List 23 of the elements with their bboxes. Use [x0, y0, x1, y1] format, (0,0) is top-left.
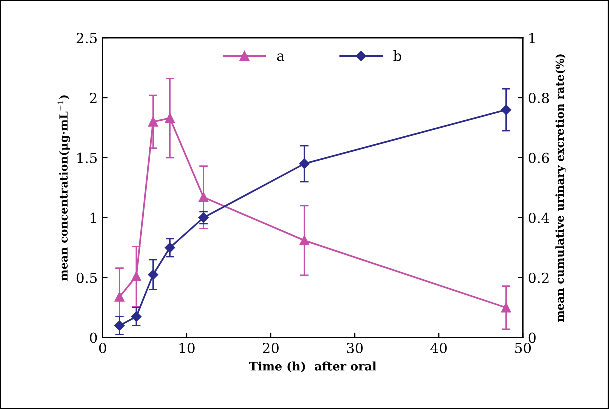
x-tick-label: 40 [430, 342, 448, 354]
x-tick-label: 10 [180, 342, 195, 354]
y-tick-label: 0 [90, 332, 98, 344]
x-tick-label: 50 [515, 342, 532, 354]
y2-tick-label: 0.8 [528, 92, 550, 104]
legend-label: b [394, 50, 402, 62]
y-tick-label: 2.5 [76, 33, 97, 44]
y2-tick-label: 0.2 [528, 272, 549, 284]
y2-tick-label: 0.4 [528, 212, 550, 224]
x-tick-label: 30 [347, 342, 363, 354]
legend-label: a [277, 54, 285, 62]
x-axis-title: Time (h) after oral [249, 362, 377, 372]
y2-tick-label: 0.6 [528, 152, 550, 164]
y-tick-label: 2 [90, 92, 97, 104]
y2-tick-label: 0 [528, 332, 536, 344]
y-tick-label: 1 [90, 212, 96, 224]
y2-axis-title: mean cumulative urinary excretion rate(%) [556, 54, 567, 322]
x-tick-label: 20 [263, 342, 279, 354]
x-tick-label: 0 [99, 342, 106, 354]
y-axis-title: mean concentration(μg·mL$^{−1}$) [58, 96, 70, 282]
y-tick-label: 1.5 [78, 152, 97, 164]
y2-tick-label: 1 [530, 33, 535, 44]
y-tick-label: 0.5 [76, 272, 97, 284]
